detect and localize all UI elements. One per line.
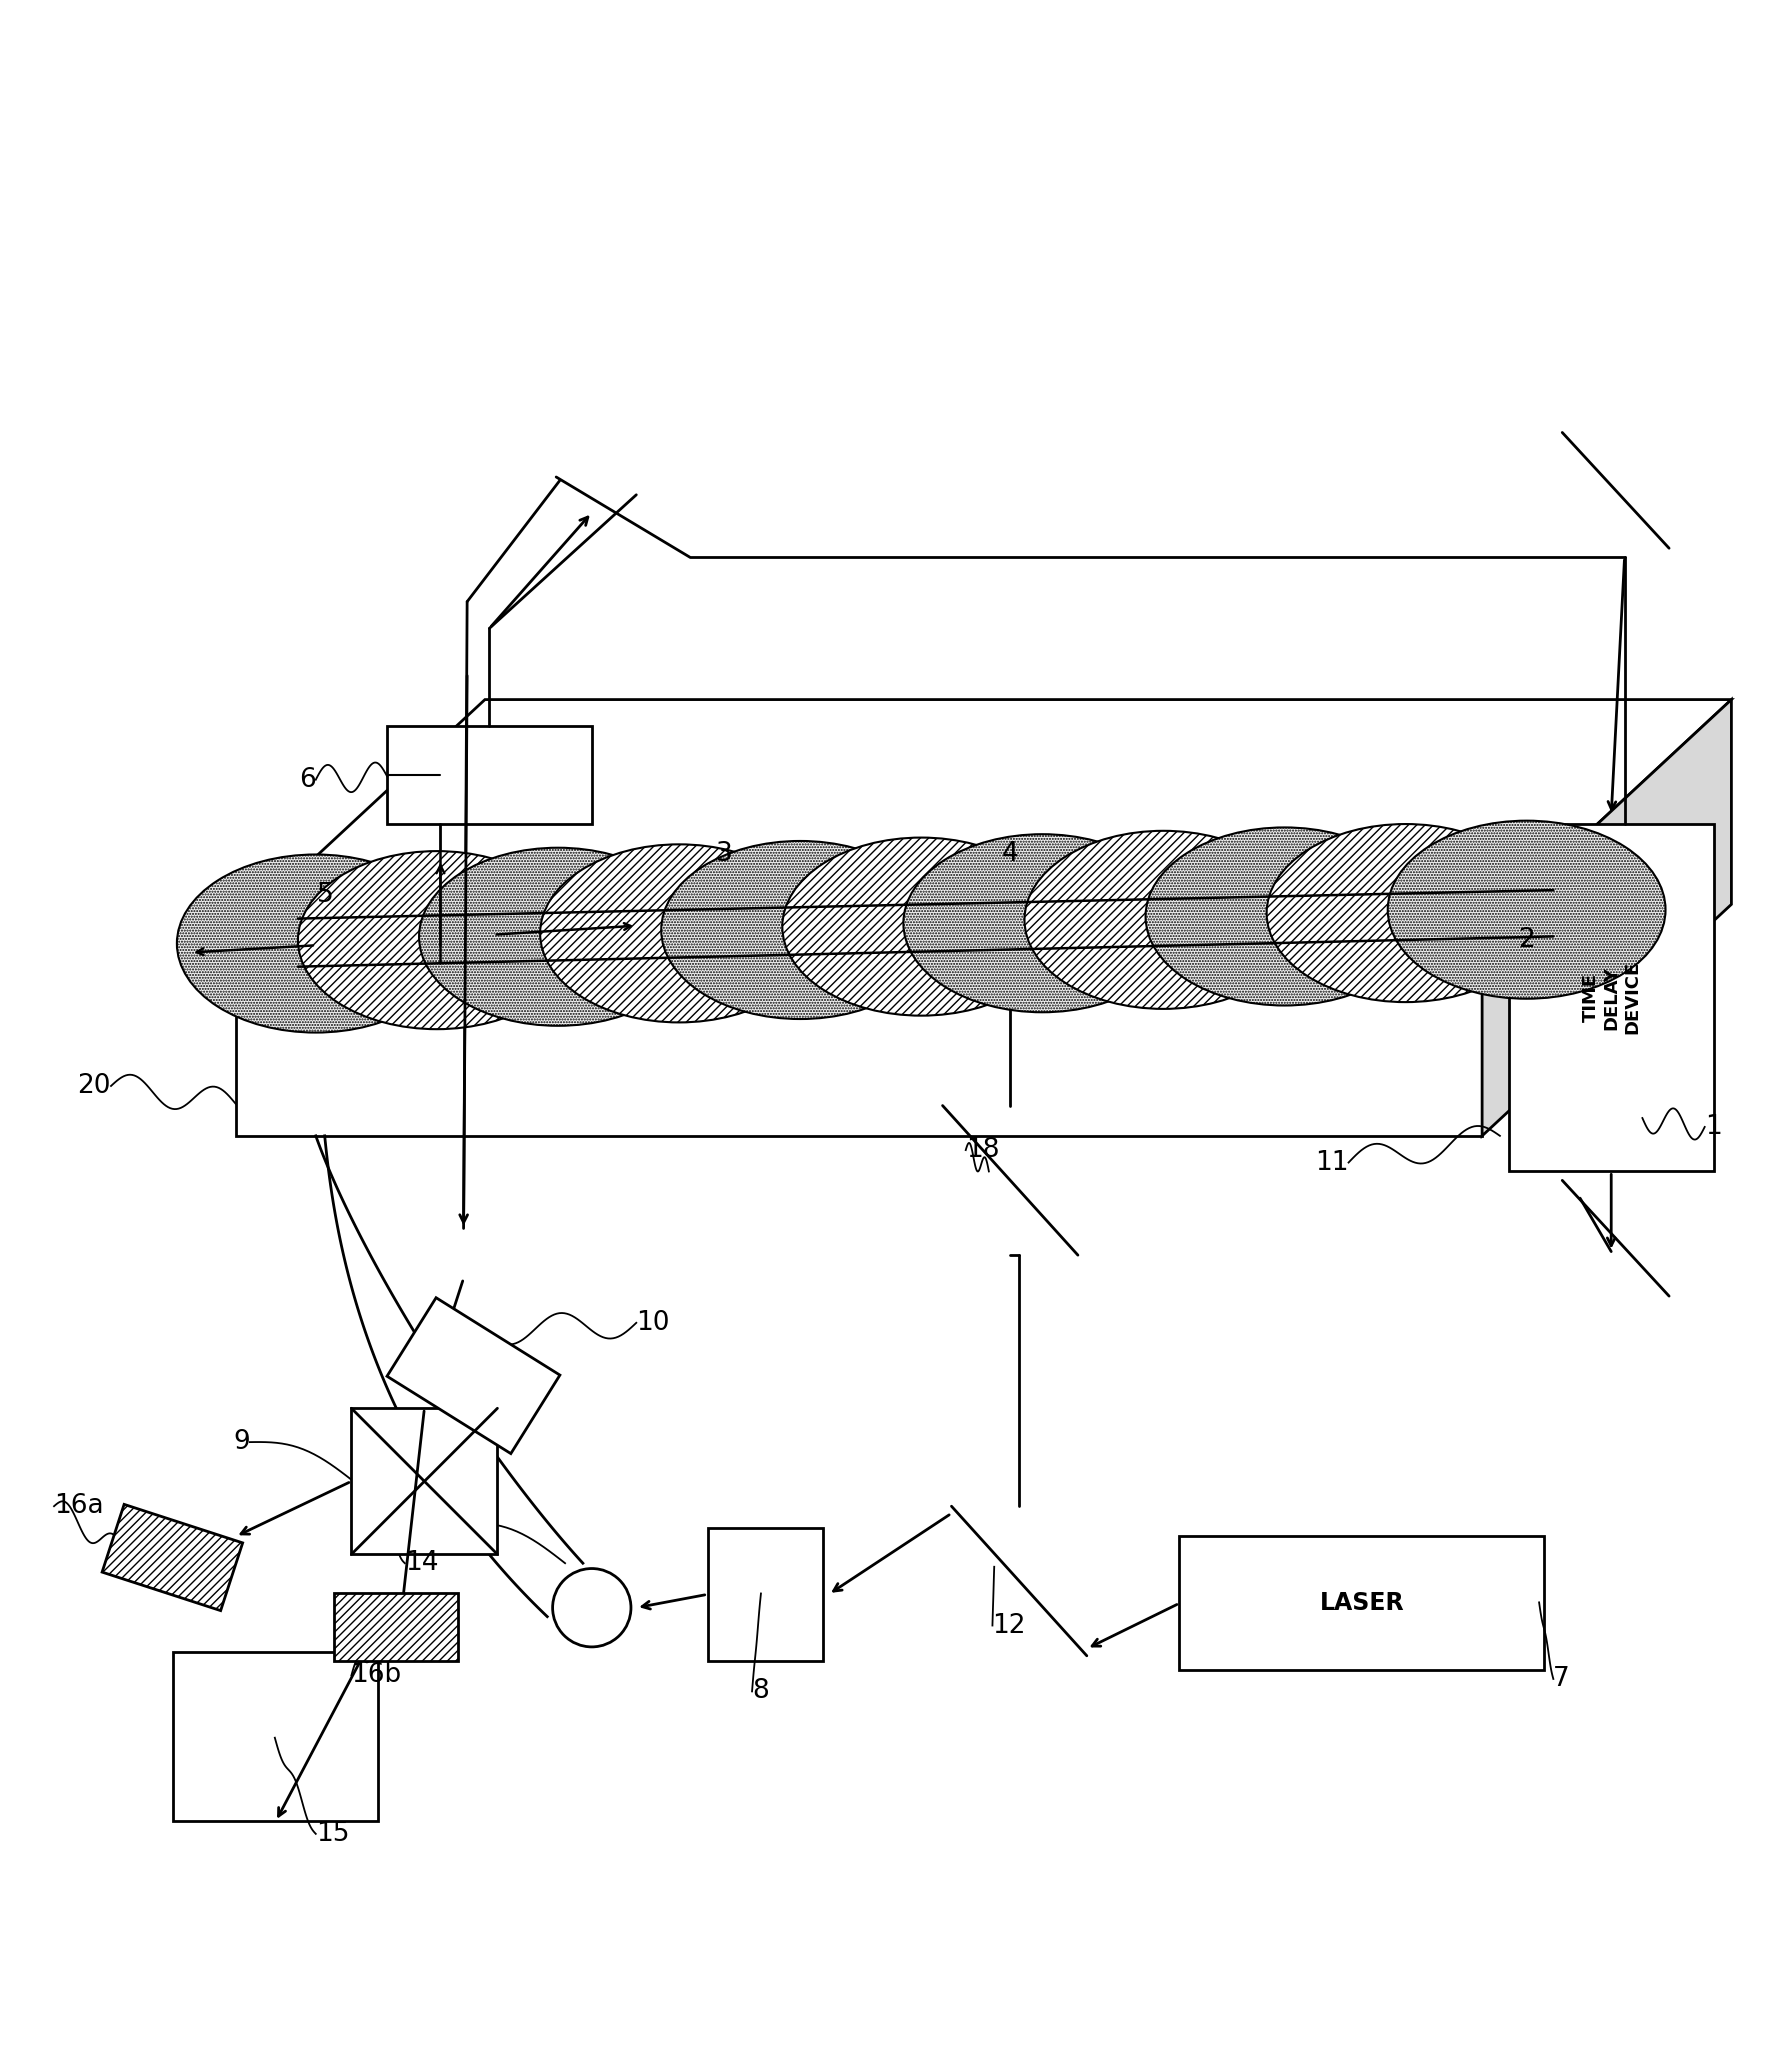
Ellipse shape	[903, 833, 1181, 1013]
Text: 1: 1	[1705, 1113, 1721, 1140]
Text: 7: 7	[1553, 1665, 1571, 1692]
Text: 13: 13	[449, 1373, 483, 1397]
Text: 5: 5	[317, 883, 333, 908]
Text: 18: 18	[966, 1138, 1000, 1163]
Ellipse shape	[540, 844, 818, 1023]
Bar	[707, 1527, 823, 1661]
Ellipse shape	[299, 852, 576, 1029]
Ellipse shape	[782, 838, 1061, 1017]
Bar	[1508, 823, 1714, 1171]
Text: 15: 15	[317, 1821, 349, 1846]
Polygon shape	[1481, 700, 1732, 1136]
Bar	[1179, 1537, 1544, 1669]
Text: 6: 6	[299, 768, 317, 792]
Text: 14: 14	[404, 1550, 438, 1576]
Bar	[236, 930, 1481, 1136]
Bar	[102, 1504, 243, 1611]
Text: 3: 3	[716, 842, 733, 868]
Text: 20: 20	[77, 1072, 111, 1099]
Bar	[386, 1299, 560, 1453]
Ellipse shape	[1025, 831, 1302, 1008]
Text: 10: 10	[637, 1309, 669, 1336]
Ellipse shape	[1145, 827, 1424, 1006]
Text: 8: 8	[751, 1679, 769, 1704]
Text: 16a: 16a	[54, 1494, 104, 1519]
Text: 4: 4	[1002, 842, 1018, 868]
Text: LASER: LASER	[1320, 1591, 1404, 1616]
Text: 11: 11	[1315, 1150, 1349, 1175]
Ellipse shape	[177, 854, 454, 1033]
Bar	[333, 1593, 458, 1661]
Text: TIME
DELAY
DEVICE: TIME DELAY DEVICE	[1581, 961, 1641, 1035]
Text: 12: 12	[993, 1613, 1025, 1638]
Ellipse shape	[419, 848, 698, 1025]
Ellipse shape	[662, 842, 939, 1019]
Text: 16b: 16b	[351, 1663, 403, 1688]
Text: 9: 9	[233, 1428, 250, 1455]
Bar	[174, 1653, 377, 1821]
Bar	[351, 1408, 497, 1554]
Ellipse shape	[1267, 823, 1544, 1002]
Polygon shape	[236, 700, 1732, 930]
Ellipse shape	[1388, 821, 1666, 998]
Text: 2: 2	[1517, 926, 1535, 953]
Bar	[386, 726, 592, 823]
